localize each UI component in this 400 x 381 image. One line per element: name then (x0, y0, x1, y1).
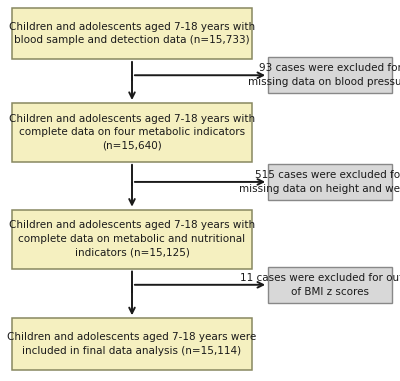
Text: Children and adolescents aged 7-18 years with
complete data on four metabolic in: Children and adolescents aged 7-18 years… (9, 114, 255, 151)
FancyBboxPatch shape (268, 57, 392, 93)
Text: 515 cases were excluded for
missing data on height and weight: 515 cases were excluded for missing data… (239, 170, 400, 194)
Text: 11 cases were excluded for outlier
of BMI z scores: 11 cases were excluded for outlier of BM… (240, 273, 400, 296)
FancyBboxPatch shape (12, 103, 252, 162)
FancyBboxPatch shape (12, 210, 252, 269)
FancyBboxPatch shape (268, 164, 392, 200)
Text: Children and adolescents aged 7-18 years with
complete data on metabolic and nut: Children and adolescents aged 7-18 years… (9, 221, 255, 258)
Text: 93 cases were excluded for
missing data on blood pressure: 93 cases were excluded for missing data … (248, 64, 400, 87)
Text: Children and adolescents aged 7-18 years were
included in final data analysis (n: Children and adolescents aged 7-18 years… (7, 332, 257, 355)
FancyBboxPatch shape (12, 318, 252, 370)
FancyBboxPatch shape (268, 267, 392, 303)
Text: Children and adolescents aged 7-18 years with
blood sample and detection data (n: Children and adolescents aged 7-18 years… (9, 22, 255, 45)
FancyBboxPatch shape (12, 8, 252, 59)
